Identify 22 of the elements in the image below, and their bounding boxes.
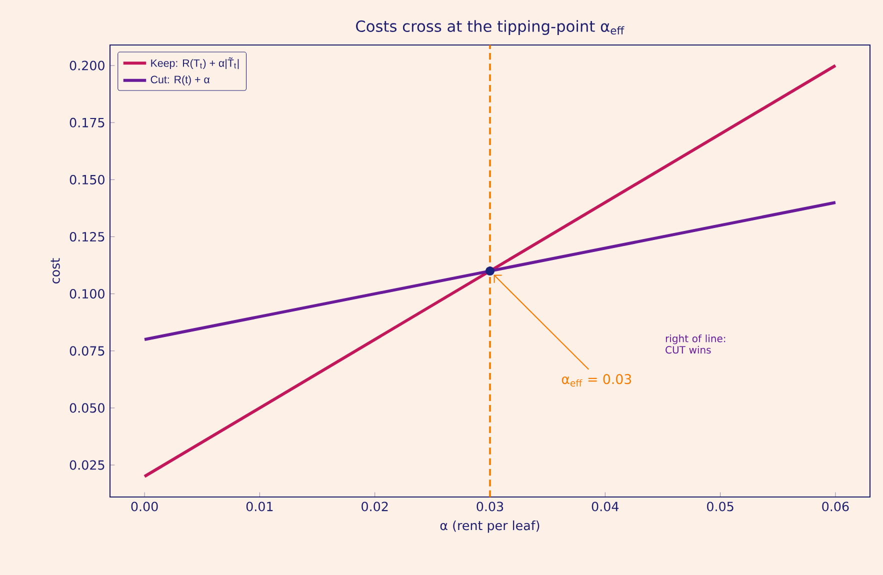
legend-label: Cut: R(t) + α: [150, 75, 210, 86]
y-tick-label: 0.175: [70, 118, 104, 128]
legend-label: Keep: R(T$_{t}$) + α|T̃$_{t}$|: [151, 57, 239, 70]
y-tick-label: 0.050: [70, 403, 104, 413]
annotation: α$_{eff}$ = 0.03: [562, 374, 632, 387]
y-tick-label: 0.075: [70, 346, 104, 356]
x-tick-label: 0.00: [131, 502, 158, 512]
y-tick-label: 0.025: [70, 460, 104, 470]
x-tick-label: 0.01: [246, 502, 273, 512]
x-tick-label: 0.05: [707, 502, 734, 512]
x-tick-label: 0.02: [362, 502, 388, 512]
y-tick-label: 0.125: [70, 232, 104, 242]
y-tick-label: 0.200: [70, 60, 104, 70]
x-axis-title: α (rent per leaf): [440, 520, 540, 533]
x-tick-label: 0.04: [592, 502, 619, 512]
chart-title: Costs cross at the tipping-point α$_{eff}$: [356, 20, 624, 35]
x-tick-label: 0.06: [822, 502, 849, 512]
y-axis-title: cost: [50, 258, 60, 284]
x-tick-label: 0.03: [476, 502, 504, 512]
y-tick-label: 0.100: [70, 289, 104, 299]
y-tick-label: 0.150: [70, 174, 104, 184]
annotation: right of line: CUT wins: [666, 334, 726, 354]
